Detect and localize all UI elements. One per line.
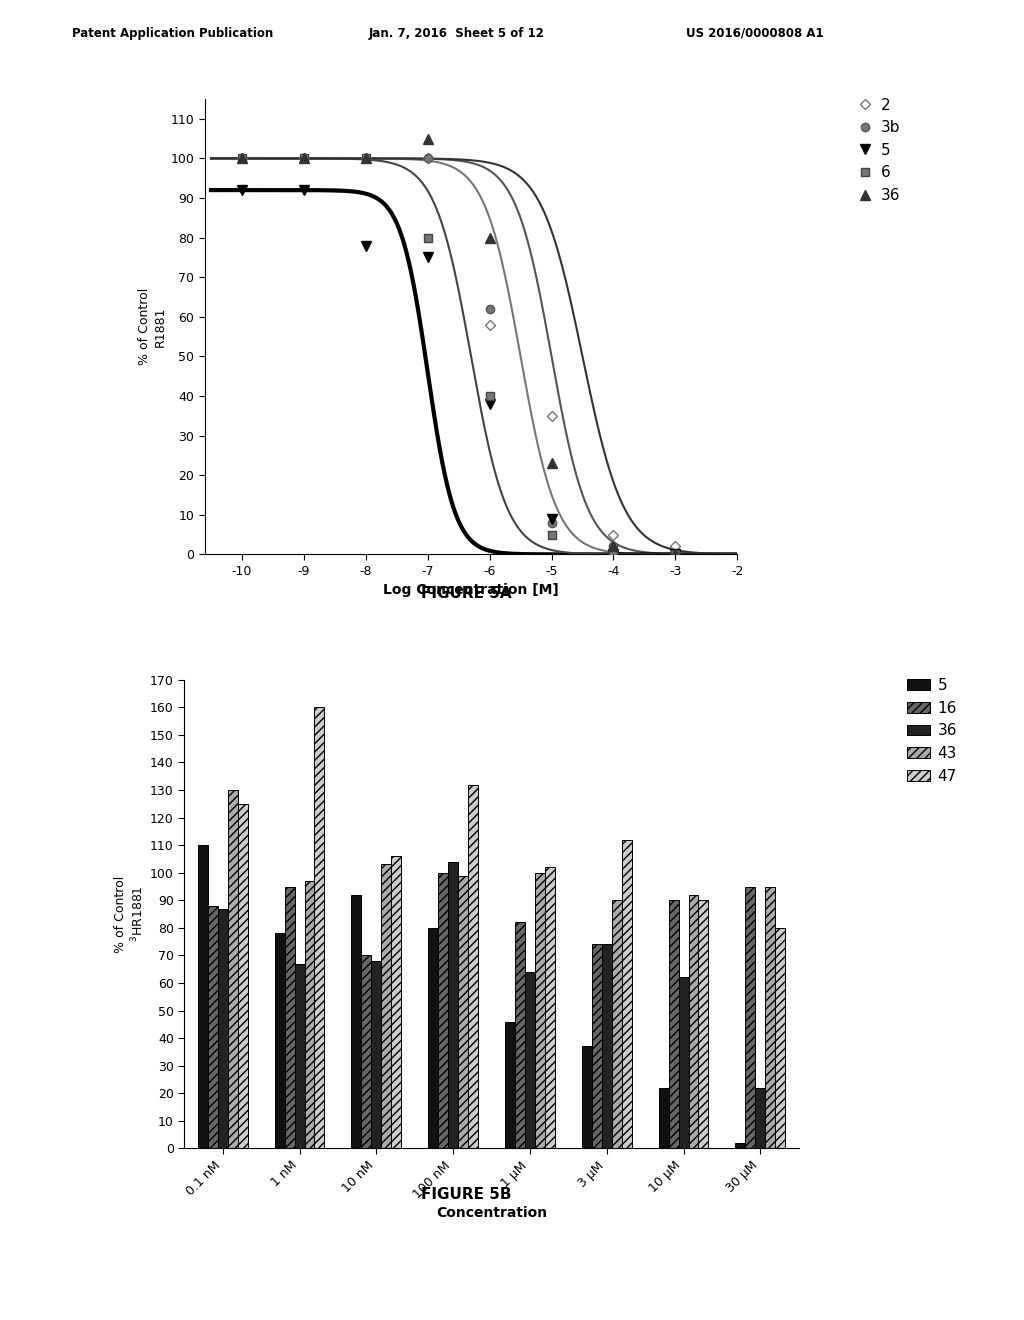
Bar	[428, 928, 438, 1148]
Bar	[295, 964, 304, 1148]
Legend: 2, 3b, 5, 6, 36: 2, 3b, 5, 6, 36	[858, 98, 900, 203]
Bar	[227, 791, 238, 1148]
Bar	[238, 804, 248, 1148]
Bar	[535, 873, 545, 1148]
Bar	[688, 895, 698, 1148]
Bar	[622, 840, 632, 1148]
Bar	[602, 944, 611, 1148]
Bar	[304, 880, 314, 1148]
Bar	[381, 865, 391, 1148]
Bar	[515, 923, 525, 1148]
Bar	[756, 1088, 765, 1148]
Bar	[198, 845, 208, 1148]
Bar	[449, 862, 458, 1148]
Text: Patent Application Publication: Patent Application Publication	[72, 26, 273, 40]
Y-axis label: % of Control
$^{3}$HR1881: % of Control $^{3}$HR1881	[114, 875, 145, 953]
Bar	[468, 784, 478, 1148]
Bar	[285, 887, 295, 1148]
Text: FIGURE 5A: FIGURE 5A	[421, 586, 511, 601]
Bar	[438, 873, 449, 1148]
Bar	[592, 944, 602, 1148]
Bar	[505, 1022, 515, 1148]
Bar	[658, 1088, 669, 1148]
Bar	[735, 1143, 745, 1148]
Bar	[545, 867, 555, 1148]
Bar	[458, 875, 468, 1148]
Text: Jan. 7, 2016  Sheet 5 of 12: Jan. 7, 2016 Sheet 5 of 12	[369, 26, 545, 40]
Bar	[679, 978, 688, 1148]
Bar	[669, 900, 679, 1148]
Bar	[218, 908, 227, 1148]
Bar	[351, 895, 361, 1148]
Bar	[208, 906, 218, 1148]
Bar	[698, 900, 709, 1148]
Bar	[314, 708, 325, 1148]
Bar	[775, 928, 785, 1148]
Bar	[765, 887, 775, 1148]
Bar	[611, 900, 622, 1148]
Text: US 2016/0000808 A1: US 2016/0000808 A1	[686, 26, 823, 40]
Bar	[582, 1047, 592, 1148]
Bar	[745, 887, 756, 1148]
X-axis label: Concentration: Concentration	[436, 1206, 547, 1221]
Bar	[274, 933, 285, 1148]
Bar	[391, 857, 401, 1148]
X-axis label: Log Concentration [M]: Log Concentration [M]	[383, 583, 559, 598]
Bar	[525, 972, 535, 1148]
Bar	[361, 956, 372, 1148]
Legend: 5, 16, 36, 43, 47: 5, 16, 36, 43, 47	[907, 678, 957, 784]
Bar	[372, 961, 381, 1148]
Y-axis label: % of Control
R1881: % of Control R1881	[138, 288, 166, 366]
Text: FIGURE 5B: FIGURE 5B	[421, 1187, 511, 1201]
